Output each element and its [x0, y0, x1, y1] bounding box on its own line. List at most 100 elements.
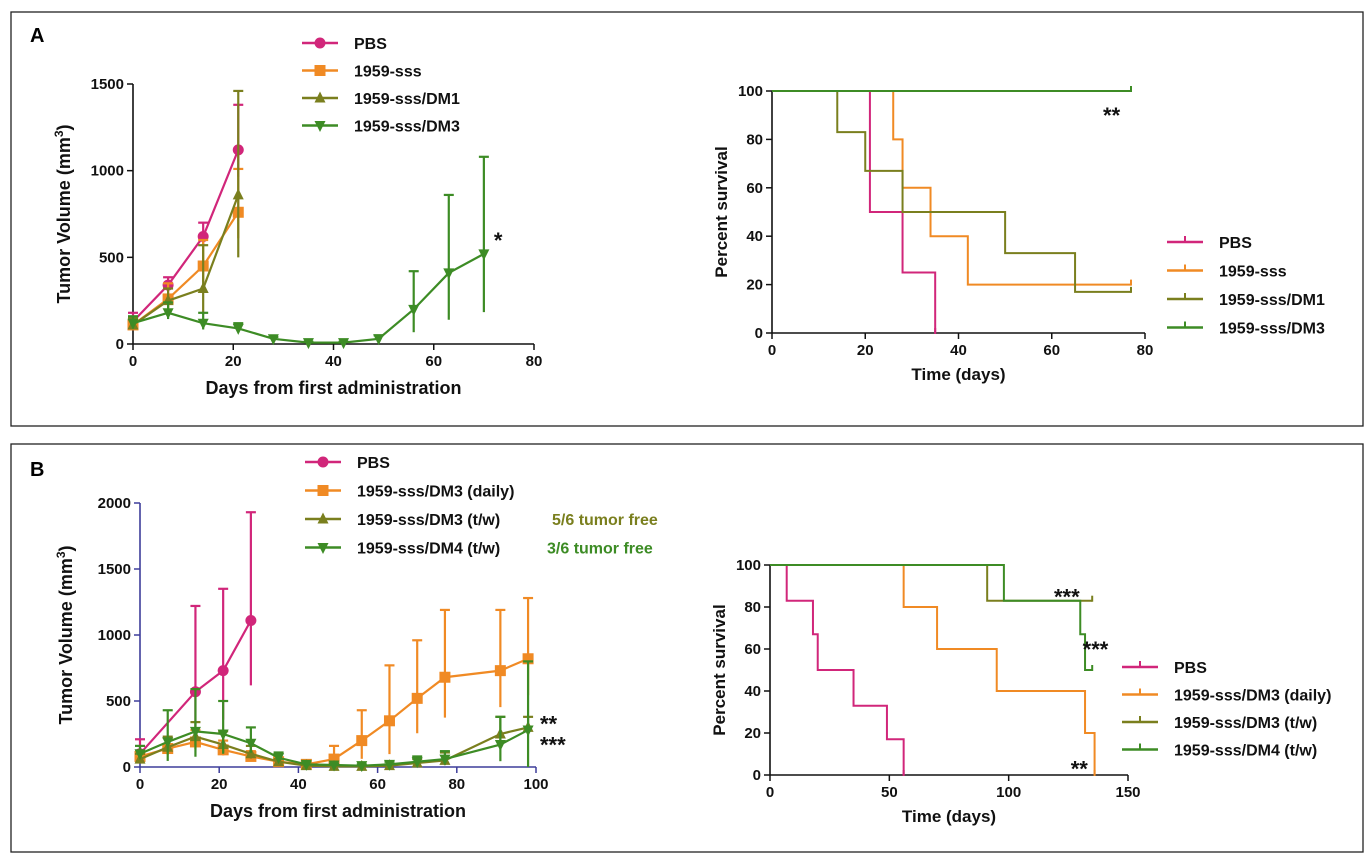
legend-label: 1959-sss/DM3 (daily)	[1174, 688, 1331, 705]
legend-marker	[317, 485, 329, 496]
legend-label: PBS	[1219, 235, 1252, 252]
x-tick-label: 40	[290, 776, 307, 793]
legend-entry: 1959-sss/DM3 (t/w)	[1122, 715, 1317, 732]
x-tick-label: 0	[768, 342, 776, 359]
legend-marker	[314, 65, 326, 76]
x-tick-label: 0	[766, 784, 774, 801]
x-axis-title: Time (days)	[902, 807, 996, 826]
survival-step-line	[770, 564, 905, 775]
y-tick-label: 20	[746, 277, 763, 294]
y-tick-label: 20	[744, 725, 761, 742]
y-tick-label: 100	[738, 83, 763, 100]
legend-label: 1959-sss/DM1	[1219, 292, 1325, 309]
x-tick-label: 40	[950, 342, 967, 359]
x-tick-label: 40	[325, 353, 342, 370]
data-point	[162, 737, 174, 749]
y-tick-label: 0	[123, 759, 131, 776]
series-line	[132, 252, 485, 344]
legend-entry: 1959-sss/DM3 (daily)	[305, 484, 514, 501]
legend-entry: 1959-sss/DM1	[1167, 292, 1325, 309]
data-point	[439, 671, 451, 683]
legend-marker	[314, 37, 326, 49]
x-tick-label: 100	[996, 784, 1021, 801]
legend-marker	[314, 121, 326, 132]
x-tick-label: 150	[1115, 784, 1140, 801]
x-tick-label: 20	[857, 342, 874, 359]
legend-entry: PBS	[1167, 235, 1252, 252]
significance-annotation: **	[1071, 757, 1089, 782]
tumor-free-note: 3/6 tumor free	[547, 541, 653, 558]
y-tick-label: 1500	[91, 76, 124, 93]
y-tick-label: 500	[99, 249, 124, 266]
tumor-volume-chart-a: 0 20 40 60 80 0 500 1000 1500 Days from first adm…	[52, 76, 542, 398]
survival-1959-sss-dm1	[772, 90, 1133, 293]
y-tick-label: 0	[755, 325, 763, 342]
data-point	[494, 665, 506, 677]
legend-label: 1959-sss/DM4 (t/w)	[357, 541, 500, 558]
legend-marker	[317, 456, 329, 468]
data-point	[478, 249, 490, 261]
legend-tumor-a: PBS 1959-sss 1959-sss/DM1 1959-sss/DM3	[302, 36, 460, 136]
legend-label: PBS	[357, 455, 390, 472]
significance-annotation: *	[494, 228, 503, 253]
data-point	[197, 318, 209, 330]
legend-entry: PBS	[1122, 660, 1207, 677]
data-point	[217, 665, 229, 677]
y-tick-label: 80	[744, 599, 761, 616]
legend-entry: 1959-sss	[302, 64, 422, 81]
y-axis-title-sup: 3	[54, 551, 68, 558]
series-line	[132, 211, 240, 326]
series-line	[132, 194, 240, 326]
legend-label: 1959-sss/DM3 (t/w)	[1174, 715, 1317, 732]
data-point	[245, 747, 257, 759]
data-point	[300, 759, 312, 771]
data-point	[522, 725, 534, 737]
x-tick-label: 80	[448, 776, 465, 793]
series-1959-sss-dm3	[127, 155, 490, 350]
y-tick-label: 1000	[91, 163, 124, 180]
legend-marker	[317, 512, 329, 524]
y-axis-title-sup: 3	[52, 130, 66, 137]
data-point	[383, 759, 395, 771]
data-point	[328, 753, 340, 765]
panel-b-frame	[10, 443, 1364, 853]
y-axis-title-suffix: )	[54, 124, 74, 130]
legend-survival-b: PBS 1959-sss/DM3 (daily) 1959-sss/DM3 (t/w…	[1122, 660, 1331, 760]
significance-annotation: **	[540, 711, 558, 736]
legend-entry: PBS	[302, 36, 387, 53]
legend-survival-a: PBS 1959-sss 1959-sss/DM1 1959-sss/DM3	[1167, 235, 1325, 338]
x-tick-label: 80	[1137, 342, 1154, 359]
significance-annotation: ***	[1054, 585, 1080, 610]
legend-label: 1959-sss	[354, 64, 422, 81]
y-axis-title-main: Tumor Volume (mm	[56, 558, 76, 724]
legend-label: 1959-sss/DM3	[1219, 321, 1325, 338]
data-point	[267, 334, 279, 346]
survival-1959-sss-dm3-t-w-	[770, 564, 1094, 602]
significance-annotation: ***	[540, 733, 566, 758]
significance-annotation: ***	[1083, 637, 1109, 662]
legend-entry: 1959-sss/DM4 (t/w)	[305, 541, 500, 558]
legend-entry: 1959-sss/DM3 (t/w)	[305, 512, 500, 529]
data-point	[232, 323, 244, 335]
survival-1959-sss-dm3	[772, 86, 1133, 92]
x-tick-label: 60	[425, 353, 442, 370]
survival-pbs	[770, 564, 905, 776]
series-1959-sss-dm4-t-w-	[134, 660, 534, 773]
data-point	[189, 726, 201, 738]
y-axis-title: Tumor Volume (mm3)	[52, 124, 74, 303]
y-tick-label: 40	[744, 683, 761, 700]
legend-label: 1959-sss/DM3 (daily)	[357, 484, 514, 501]
survival-1959-sss	[772, 90, 1133, 286]
x-tick-label: 80	[526, 353, 543, 370]
data-point	[245, 738, 257, 750]
x-tick-label: 50	[881, 784, 898, 801]
data-point	[127, 318, 139, 330]
x-axis-title: Days from first administration	[210, 801, 466, 821]
series-line	[139, 726, 529, 768]
y-tick-label: 2000	[98, 495, 131, 512]
legend-entry: PBS	[305, 455, 390, 472]
data-point	[408, 304, 420, 316]
data-point	[162, 308, 174, 320]
